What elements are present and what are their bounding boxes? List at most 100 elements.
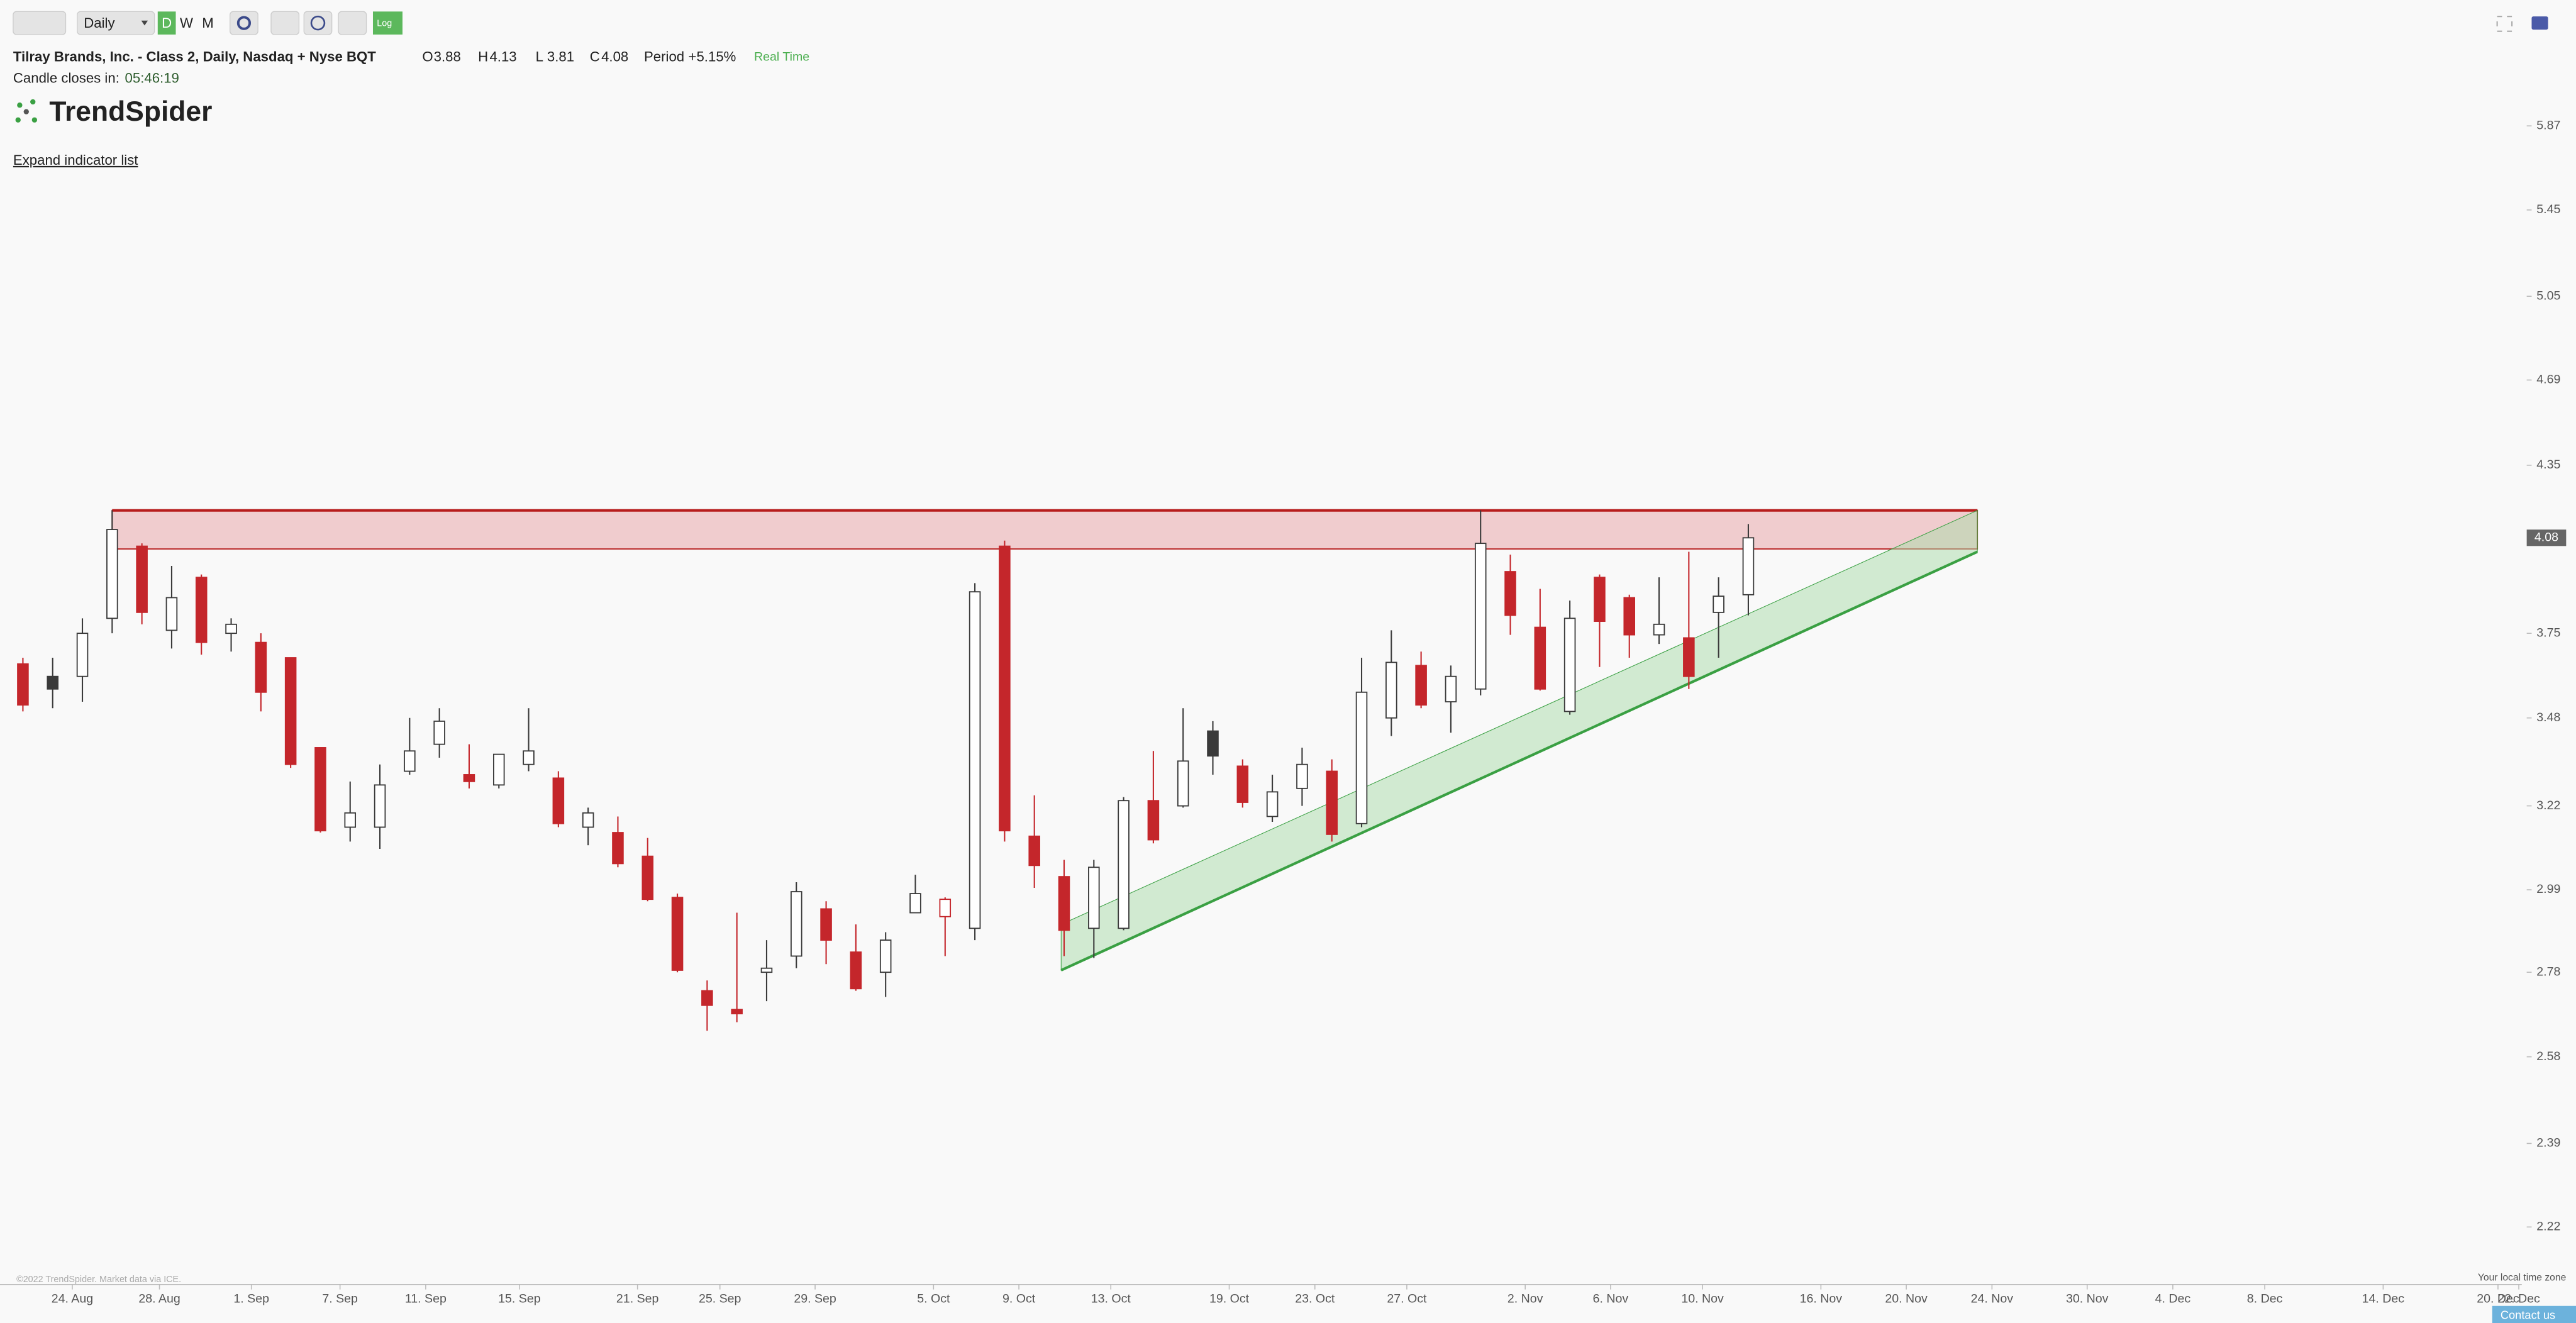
candle-body (999, 545, 1011, 832)
candle-body (820, 908, 832, 941)
period-label: Period (644, 48, 684, 64)
candle-body (1534, 626, 1546, 690)
countdown: 05:46:19 (125, 70, 179, 86)
clock-button[interactable] (303, 11, 333, 35)
candle-body (433, 721, 445, 745)
candle-body (1504, 571, 1516, 616)
log-button[interactable]: Log (377, 19, 392, 29)
interval-dropdown[interactable] (77, 11, 155, 35)
candle-body (284, 657, 297, 765)
chart-type-button[interactable] (13, 11, 67, 35)
candle-body (879, 939, 892, 973)
y-tick-label: 4.35 (2536, 458, 2560, 472)
log-button-bg[interactable] (372, 11, 402, 35)
timezone-label: Your local time zone (2478, 1273, 2567, 1283)
x-tick-label: 7. Sep (322, 1292, 358, 1306)
button-d[interactable]: D (162, 15, 172, 31)
candle-body (374, 784, 386, 828)
candle-body (106, 529, 118, 619)
candle-body (17, 663, 29, 706)
resistance-zone (111, 509, 1979, 550)
button-m[interactable]: M (202, 15, 213, 31)
y-tick-label: 2.58 (2536, 1049, 2560, 1063)
candle-body (791, 891, 802, 957)
x-tick-label: 4. Dec (2155, 1292, 2191, 1306)
x-tick-label: 28. Aug (138, 1292, 180, 1306)
candle-body (850, 951, 862, 990)
x-tick-label: 2. Nov (1507, 1292, 1543, 1306)
candle-body (969, 591, 981, 929)
candle-body (463, 774, 475, 782)
x-tick-label: 10. Nov (1681, 1292, 1724, 1306)
indicator-button[interactable] (270, 11, 300, 35)
candle-body (1177, 760, 1189, 807)
candle-body (1653, 623, 1665, 636)
candle-body (909, 893, 921, 914)
fullscreen-icon[interactable] (2496, 16, 2513, 32)
ohlc-value: 4.13 (489, 48, 516, 64)
x-tick-label: 22. Dec (2497, 1292, 2540, 1306)
y-tick-label: 2.99 (2536, 882, 2560, 896)
contact-button[interactable] (2492, 1305, 2576, 1323)
drawings (111, 509, 1979, 971)
x-tick-label: 1. Sep (233, 1292, 269, 1306)
x-tick-label: 20. Dec (2477, 1292, 2519, 1306)
button-w[interactable]: W (180, 15, 193, 31)
candle-body (1236, 765, 1249, 803)
candle-body (1713, 595, 1724, 613)
clock-icon (310, 15, 326, 31)
candle-body (1147, 800, 1160, 841)
x-tick-label: 19. Oct (1209, 1292, 1250, 1306)
candle-body (314, 747, 326, 832)
instrument-title: Tilray Brands, Inc. - Class 2, Daily, Na… (13, 48, 376, 64)
x-tick-label: 15. Sep (498, 1292, 541, 1306)
ohlc-readout: O 3.88 H 4.13 L 3.81 C 4.08 (422, 48, 628, 64)
x-tick-label: 24. Aug (52, 1292, 93, 1306)
camera-icon[interactable] (2531, 16, 2548, 30)
candle-body (1594, 577, 1606, 622)
candle-body (1563, 617, 1576, 712)
candle-body (165, 597, 178, 631)
button-d-bg[interactable] (157, 11, 176, 35)
candle-body (1118, 800, 1130, 929)
x-tick-label: 27. Oct (1387, 1292, 1427, 1306)
candle-body (1355, 691, 1368, 824)
ohlc-value: 3.88 (434, 48, 461, 64)
candle-body (1623, 597, 1636, 636)
gear-icon (236, 16, 252, 30)
candle-body (1266, 791, 1279, 817)
period-value: +5.15% (689, 48, 736, 64)
candle-body (344, 812, 357, 828)
x-tick-label: 30. Nov (2066, 1292, 2109, 1306)
interval-label[interactable]: Daily (84, 15, 115, 31)
x-tick-label: 13. Oct (1091, 1292, 1131, 1306)
copyright: ©2022 TrendSpider. Market data via ICE. (16, 1275, 181, 1285)
contact-label[interactable]: Contact us (2501, 1308, 2555, 1321)
y-tick-label: 2.22 (2536, 1219, 2560, 1233)
y-tick-label: 5.45 (2536, 202, 2560, 216)
x-tick-label: 23. Oct (1295, 1292, 1335, 1306)
settings-button[interactable] (230, 11, 258, 35)
y-tick-label: 5.05 (2536, 289, 2560, 302)
drawing-button[interactable] (338, 11, 367, 35)
axes: 2.22 2.39 2.58 2.78 2.99 3.22 3.48 3.75 4.35 4.69… (52, 118, 2567, 1306)
price-marker: 4.08 (2534, 530, 2558, 544)
x-tick-label: 14. Dec (2362, 1292, 2405, 1306)
candle-body (731, 1009, 743, 1015)
candle-body (1058, 876, 1070, 931)
expand-indicator-link[interactable]: Expand indicator list (13, 152, 138, 168)
candle-body (136, 545, 148, 613)
y-tick-label: 4.69 (2536, 373, 2560, 387)
ohlc-key: C (590, 48, 600, 64)
candle-body (582, 812, 594, 828)
support-line (1060, 550, 1979, 971)
candle-body (552, 777, 565, 824)
candle-body (1028, 835, 1040, 866)
y-tick-label: 2.78 (2536, 965, 2560, 978)
ohlc-key: H (478, 48, 488, 64)
x-tick-label: 9. Oct (1002, 1292, 1036, 1306)
candle-body (1296, 763, 1308, 789)
y-tick-label: 5.87 (2536, 118, 2560, 132)
